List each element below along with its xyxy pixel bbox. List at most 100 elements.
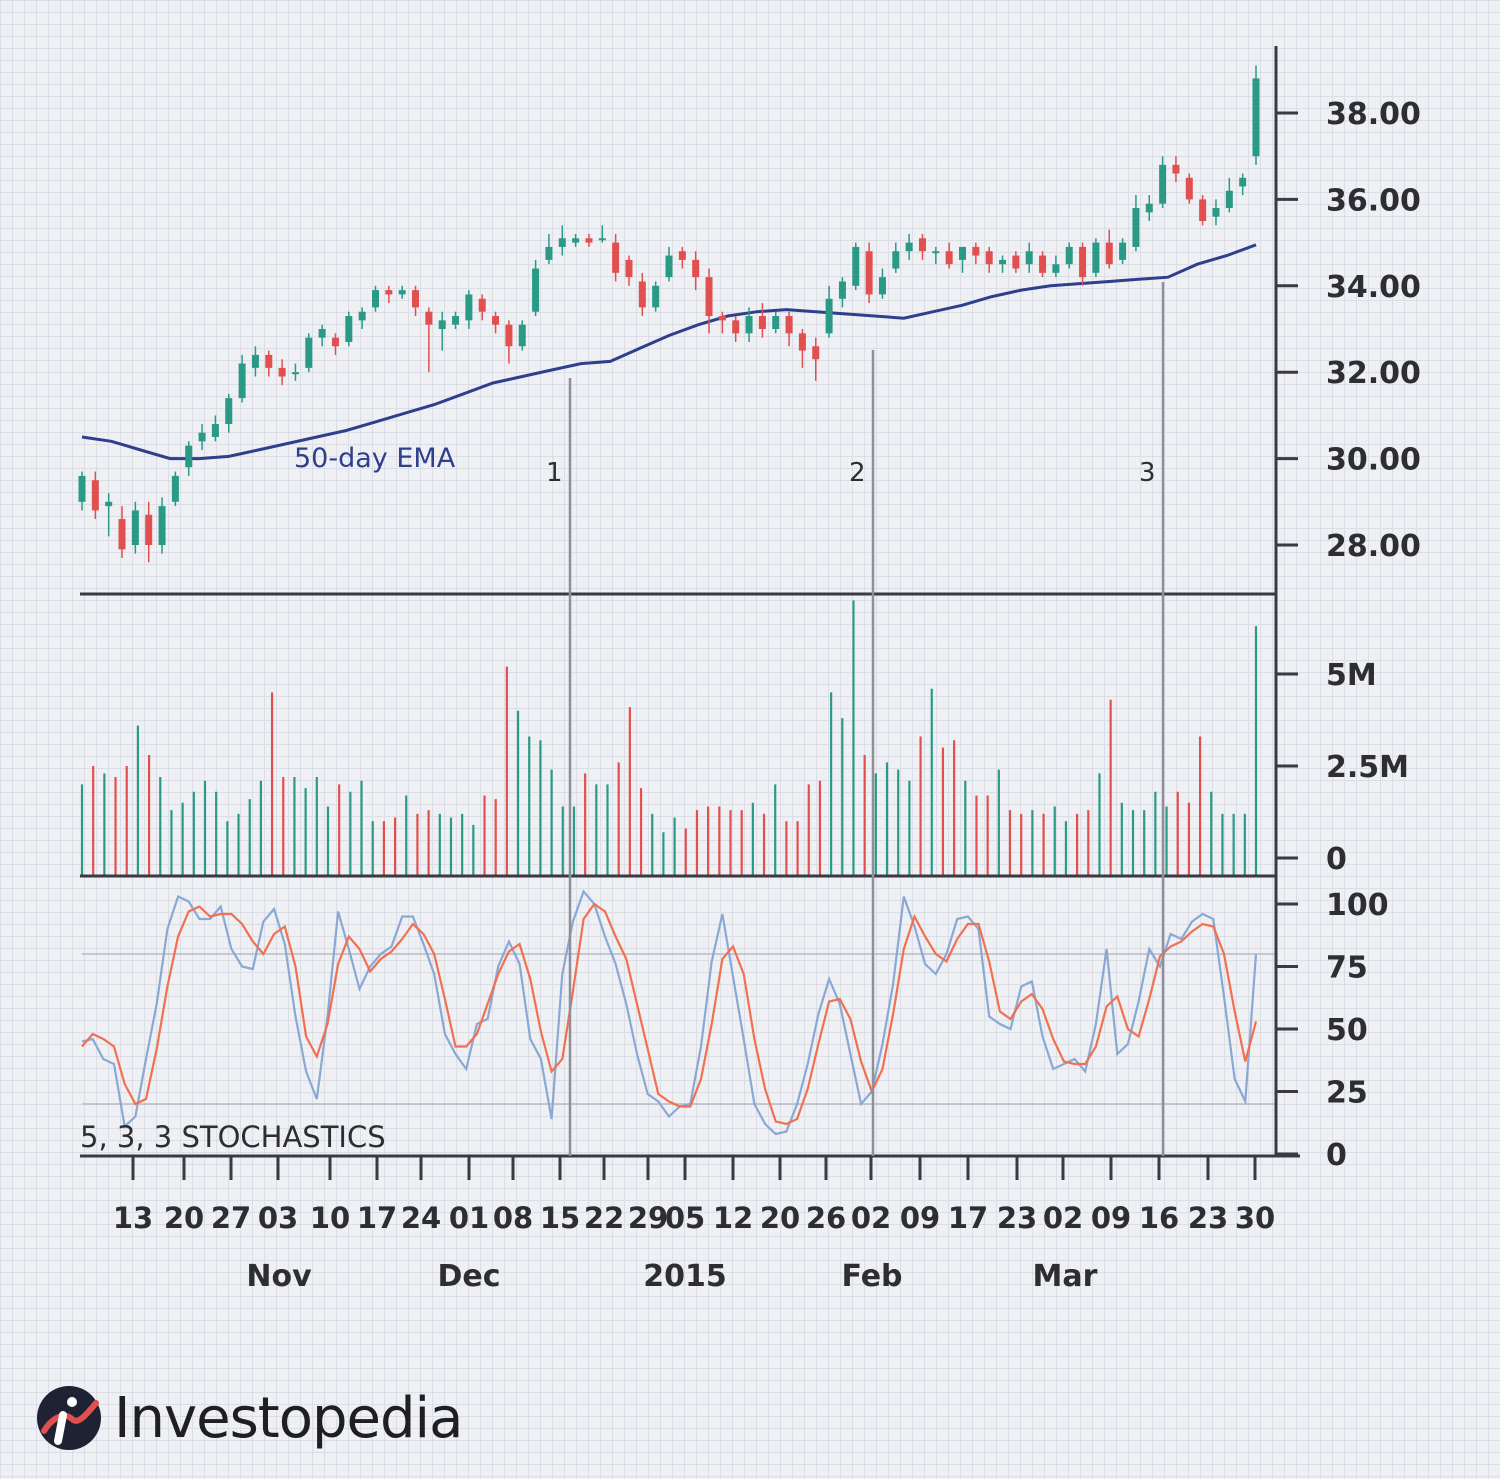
volume-panel bbox=[80, 600, 1258, 875]
candle-body bbox=[985, 251, 993, 265]
candle-body bbox=[918, 238, 926, 252]
candle-body bbox=[145, 514, 153, 545]
candle-body bbox=[1119, 242, 1127, 260]
candle-body bbox=[678, 251, 686, 260]
candle-body bbox=[1052, 264, 1060, 273]
candle-body bbox=[1079, 246, 1087, 278]
candle-body bbox=[772, 316, 780, 329]
candle-body bbox=[452, 316, 460, 325]
candle-body bbox=[945, 251, 953, 265]
stochastic-y-tick-label: 25 bbox=[1326, 1076, 1368, 1111]
x-axis-month-label: Nov bbox=[246, 1259, 312, 1294]
event-marker-label: 2 bbox=[849, 458, 866, 488]
x-axis-date-label: 03 bbox=[258, 1201, 298, 1235]
candle-body bbox=[478, 298, 486, 312]
stochastic-y-tick-label: 50 bbox=[1326, 1013, 1368, 1048]
candle-body bbox=[905, 242, 913, 252]
candle-body bbox=[878, 277, 886, 295]
candle-body bbox=[318, 329, 326, 338]
candle-body bbox=[638, 281, 646, 308]
candle-body bbox=[211, 424, 219, 437]
candle-body bbox=[118, 519, 126, 550]
candle-body bbox=[78, 475, 86, 502]
candle-body bbox=[385, 290, 393, 295]
x-axis-date-label: 29 bbox=[628, 1201, 668, 1235]
event-marker-label: 1 bbox=[546, 458, 563, 488]
axes bbox=[80, 46, 1300, 1180]
stochastic-y-tick-label: 100 bbox=[1326, 888, 1389, 923]
candle-body bbox=[1199, 199, 1207, 221]
candle-body bbox=[1105, 242, 1113, 265]
stochastics-panel: 5, 3, 3 STOCHASTICS bbox=[80, 889, 1276, 1154]
stochastic-y-tick-label: 75 bbox=[1326, 951, 1368, 986]
candle-body bbox=[892, 251, 900, 269]
candle-body bbox=[1065, 246, 1073, 265]
candle-body bbox=[278, 367, 286, 377]
candle-body bbox=[185, 445, 193, 468]
candle-body bbox=[105, 501, 113, 507]
candle-body bbox=[465, 294, 473, 321]
candle-body bbox=[652, 285, 660, 308]
candle-body bbox=[1025, 251, 1033, 265]
volume-y-tick-label: 5M bbox=[1326, 658, 1377, 693]
candle-body bbox=[1159, 164, 1167, 204]
x-axis-date-label: 17 bbox=[357, 1201, 397, 1235]
brand-name: Investopedia bbox=[114, 1385, 463, 1451]
price-y-tick-label: 28.00 bbox=[1326, 529, 1421, 564]
candle-body bbox=[505, 324, 513, 347]
candle-body bbox=[1092, 242, 1100, 273]
candle-body bbox=[838, 281, 846, 299]
candle-body bbox=[358, 311, 366, 321]
candle-body bbox=[251, 354, 259, 368]
candle-body bbox=[545, 246, 553, 260]
x-axis-date-label: 27 bbox=[211, 1201, 251, 1235]
candle-body bbox=[758, 316, 766, 329]
x-axis-month-label: 2015 bbox=[643, 1259, 727, 1294]
candle-body bbox=[812, 346, 820, 360]
candle-body bbox=[1132, 208, 1140, 247]
x-axis-date-label: 13 bbox=[113, 1201, 153, 1235]
candle-body bbox=[745, 316, 753, 334]
candle-body bbox=[158, 506, 166, 545]
candle-body bbox=[705, 277, 713, 317]
brand-logo: Investopedia bbox=[36, 1380, 463, 1456]
candle-body bbox=[665, 255, 673, 278]
event-marker-label: 3 bbox=[1139, 458, 1156, 488]
price-y-tick-label: 38.00 bbox=[1326, 97, 1421, 132]
x-axis-date-label: 16 bbox=[1139, 1201, 1179, 1235]
x-axis-date-label: 09 bbox=[900, 1201, 940, 1235]
x-axis-date-label: 22 bbox=[584, 1201, 624, 1235]
candle-body bbox=[1012, 255, 1020, 269]
candle-body bbox=[572, 238, 580, 243]
candle-body bbox=[999, 259, 1007, 265]
x-axis-date-label: 09 bbox=[1091, 1201, 1131, 1235]
x-axis-date-label: 01 bbox=[449, 1201, 489, 1235]
x-axis-month-label: Feb bbox=[841, 1259, 902, 1294]
candle-body bbox=[785, 316, 793, 334]
candle-body bbox=[932, 251, 940, 254]
candle-body bbox=[532, 268, 540, 312]
stochastic-d-line bbox=[81, 902, 1258, 1126]
price-y-tick-label: 32.00 bbox=[1326, 356, 1421, 391]
x-axis-date-label: 02 bbox=[1043, 1201, 1083, 1235]
candle-body bbox=[1225, 190, 1233, 209]
candle-body bbox=[372, 290, 379, 308]
candle-body bbox=[732, 320, 740, 334]
candle-body bbox=[585, 238, 593, 243]
candle-body bbox=[331, 337, 339, 347]
candle-body bbox=[305, 337, 313, 368]
x-axis-date-label: 12 bbox=[713, 1201, 753, 1235]
x-axis-date-label: 23 bbox=[1188, 1201, 1228, 1235]
candle-body bbox=[798, 333, 806, 351]
candle-body bbox=[718, 316, 726, 321]
event-markers: 1 2 3 bbox=[546, 282, 1165, 1156]
candle-body bbox=[558, 238, 566, 247]
candle-body bbox=[625, 259, 633, 278]
volume-y-tick-label: 2.5M bbox=[1326, 750, 1409, 785]
candle-body bbox=[291, 372, 299, 375]
candle-body bbox=[518, 324, 526, 347]
x-axis-date-label: 20 bbox=[164, 1201, 204, 1235]
price-y-tick-label: 30.00 bbox=[1326, 443, 1421, 478]
candle-body bbox=[398, 290, 406, 295]
